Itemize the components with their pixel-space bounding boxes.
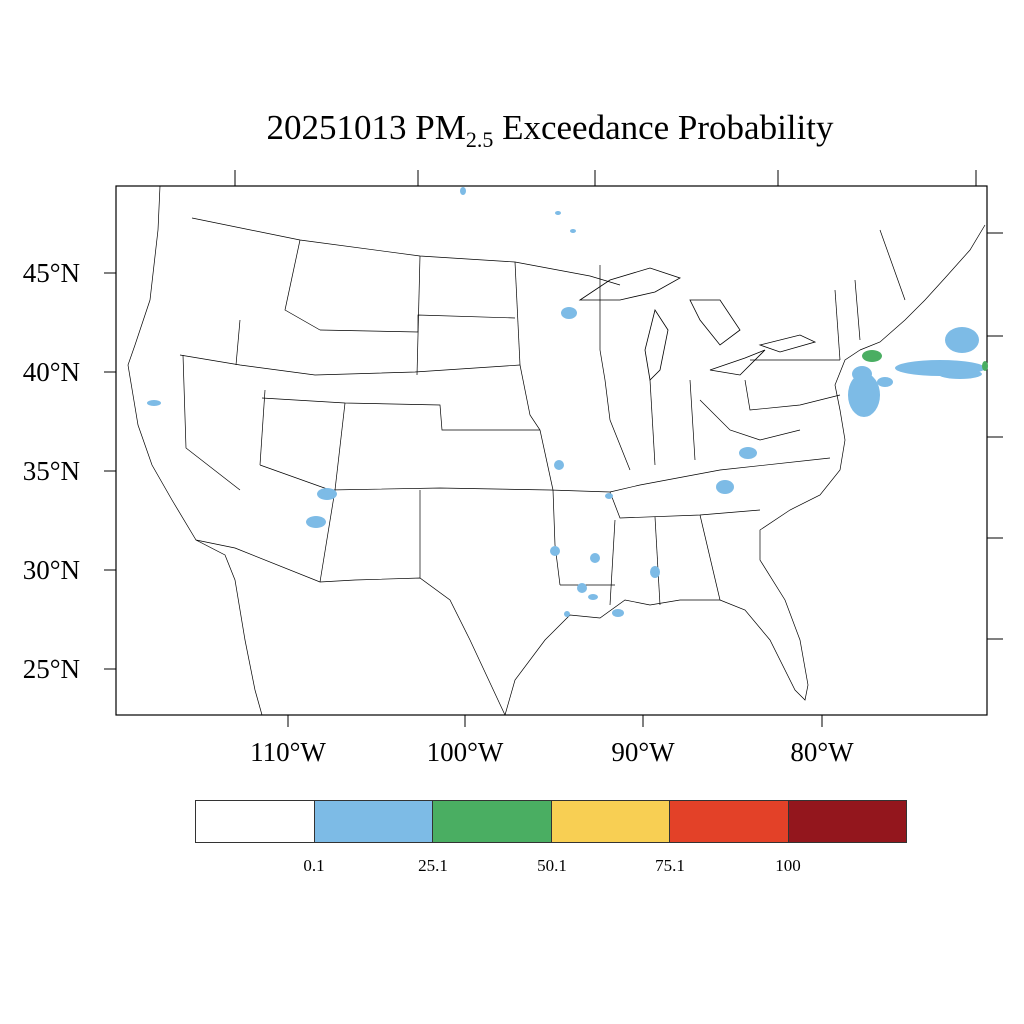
state-boundaries (127, 185, 986, 716)
colorbar-label-0.1: 0.1 (303, 856, 325, 875)
lat-label-30: 30°N (22, 555, 80, 585)
colorbar-box-5 (788, 801, 906, 842)
lat-label-40: 40°N (22, 357, 80, 387)
gulf-coast (504, 349, 861, 716)
colorbar-label-75.1: 75.1 (655, 856, 685, 875)
lon-label-110: 110°W (250, 737, 326, 767)
map-title: 20251013 PM2.5 Exceedance Probability (266, 108, 834, 152)
colorbar-label-25.1: 25.1 (418, 856, 448, 875)
lat-label-25: 25°N (22, 654, 80, 684)
colorbar-box-4 (670, 801, 789, 842)
coastline-west (127, 185, 263, 716)
lat-label-35: 35°N (22, 456, 80, 486)
probability-light-blue (147, 187, 985, 617)
border-mexico (195, 539, 506, 716)
colorbar-box-2 (433, 801, 552, 842)
lat-label-45: 45°N (22, 258, 80, 288)
lon-label-90: 90°W (611, 737, 675, 767)
lon-label-80: 80°W (790, 737, 854, 767)
probability-green (862, 350, 988, 371)
east-coast (859, 224, 986, 351)
colorbar (195, 800, 907, 843)
colorbar-box-0 (196, 801, 315, 842)
colorbar-box-3 (551, 801, 670, 842)
border-canada (191, 217, 621, 286)
colorbar-label-50.1: 50.1 (537, 856, 567, 875)
map-frame (115, 185, 988, 716)
colorbar-box-1 (314, 801, 433, 842)
colorbar-label-100: 100 (775, 856, 801, 875)
axis-ticks (104, 170, 1003, 727)
lon-label-100: 100°W (426, 737, 504, 767)
great-lakes (578, 267, 817, 381)
